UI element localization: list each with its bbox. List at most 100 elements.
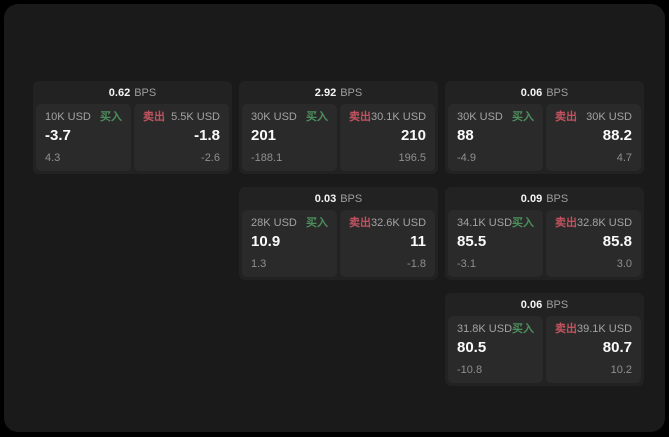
buy-amount: 31.8K USD	[457, 323, 513, 335]
buy-label: 买入	[306, 217, 328, 229]
spread-header: 2.92 BPS	[239, 81, 438, 104]
sell-delta: 10.2	[610, 364, 632, 376]
buy-quote-tile[interactable]: 30K USD 买入 201 -188.1	[242, 104, 337, 171]
buy-amount: 34.1K USD	[457, 217, 513, 229]
buy-label: 买入	[306, 111, 328, 123]
buy-delta: 1.3	[251, 258, 267, 270]
sell-delta: 3.0	[616, 258, 632, 270]
sell-tile-top-row: 卖出 30.1K USD	[349, 111, 426, 124]
spread-header: 0.03 BPS	[239, 187, 438, 210]
spread-unit-label: BPS	[340, 86, 363, 99]
buy-tile-top-row: 34.1K USD 买入	[457, 217, 534, 230]
sell-amount: 5.5K USD	[171, 111, 220, 123]
quote-card-body: 30K USD 买入 88 -4.9 卖出 30K USD 88.2 4.7	[445, 104, 644, 174]
buy-delta: -10.8	[457, 364, 483, 376]
buy-delta: -3.1	[457, 258, 476, 270]
spread-unit-label: BPS	[546, 298, 569, 311]
sell-quote-tile[interactable]: 卖出 32.8K USD 85.8 3.0	[546, 210, 641, 277]
sell-amount: 39.1K USD	[576, 323, 633, 335]
buy-price: 10.9	[251, 233, 281, 250]
spread-value: 2.92	[314, 86, 337, 99]
quote-card-body: 28K USD 买入 10.9 1.3 卖出 32.6K USD 11 -1.8	[239, 210, 438, 280]
buy-price: 80.5	[457, 339, 487, 356]
sell-delta: 4.7	[616, 152, 632, 164]
buy-quote-tile[interactable]: 31.8K USD 买入 80.5 -10.8	[448, 316, 543, 383]
sell-tile-top-row: 卖出 32.8K USD	[555, 217, 632, 230]
sell-tile-top-row: 卖出 30K USD	[555, 111, 632, 124]
sell-delta: -1.8	[407, 258, 426, 270]
sell-price: 88.2	[602, 127, 632, 144]
buy-quote-tile[interactable]: 28K USD 买入 10.9 1.3	[242, 210, 337, 277]
quote-card: 0.03 BPS 28K USD 买入 10.9 1.3 卖出 32.6K US…	[239, 187, 438, 280]
buy-delta: 4.3	[45, 152, 61, 164]
buy-quote-tile[interactable]: 10K USD 买入 -3.7 4.3	[36, 104, 131, 171]
buy-delta: -188.1	[251, 152, 283, 164]
buy-amount: 30K USD	[457, 111, 503, 123]
quote-card-body: 10K USD 买入 -3.7 4.3 卖出 5.5K USD -1.8 -2.…	[33, 104, 232, 174]
sell-label: 卖出	[555, 323, 577, 335]
sell-label: 卖出	[555, 217, 577, 229]
sell-quote-tile[interactable]: 卖出 30.1K USD 210 196.5	[340, 104, 435, 171]
sell-price: 80.7	[602, 339, 632, 356]
buy-tile-top-row: 30K USD 买入	[457, 111, 534, 124]
sell-quote-tile[interactable]: 卖出 30K USD 88.2 4.7	[546, 104, 641, 171]
buy-amount: 10K USD	[45, 111, 91, 123]
quote-card: 0.06 BPS 30K USD 买入 88 -4.9 卖出 30K USD 8…	[445, 81, 644, 174]
spread-value: 0.03	[314, 192, 337, 205]
spread-unit-label: BPS	[340, 192, 363, 205]
buy-tile-top-row: 30K USD 买入	[251, 111, 328, 124]
buy-amount: 30K USD	[251, 111, 297, 123]
sell-label: 卖出	[555, 111, 577, 123]
buy-label: 买入	[512, 217, 535, 229]
buy-tile-top-row: 10K USD 买入	[45, 111, 122, 124]
sell-tile-top-row: 卖出 5.5K USD	[143, 111, 220, 124]
sell-quote-tile[interactable]: 卖出 39.1K USD 80.7 10.2	[546, 316, 641, 383]
buy-tile-top-row: 28K USD 买入	[251, 217, 328, 230]
spread-header: 0.06 BPS	[445, 81, 644, 104]
buy-quote-tile[interactable]: 30K USD 买入 88 -4.9	[448, 104, 543, 171]
buy-price: 85.5	[457, 233, 487, 250]
buy-label: 买入	[100, 111, 122, 123]
buy-price: 201	[251, 127, 277, 144]
sell-price: 11	[410, 233, 426, 250]
buy-delta: -4.9	[457, 152, 476, 164]
sell-quote-tile[interactable]: 卖出 5.5K USD -1.8 -2.6	[134, 104, 229, 171]
quote-card-body: 34.1K USD 买入 85.5 -3.1 卖出 32.8K USD 85.8…	[445, 210, 644, 280]
sell-label: 卖出	[349, 111, 371, 123]
buy-quote-tile[interactable]: 34.1K USD 买入 85.5 -3.1	[448, 210, 543, 277]
buy-tile-top-row: 31.8K USD 买入	[457, 323, 534, 336]
sell-label: 卖出	[349, 217, 371, 229]
spread-value: 0.06	[520, 298, 543, 311]
sell-amount: 32.8K USD	[576, 217, 633, 229]
sell-label: 卖出	[143, 111, 165, 123]
quotes-grid: 0.62 BPS 10K USD 买入 -3.7 4.3 卖出 5.5K USD…	[33, 81, 644, 386]
quote-card: 0.06 BPS 31.8K USD 买入 80.5 -10.8 卖出 39.1…	[445, 293, 644, 386]
spread-header: 0.62 BPS	[33, 81, 232, 104]
sell-price: -1.8	[194, 127, 220, 144]
quote-card: 0.62 BPS 10K USD 买入 -3.7 4.3 卖出 5.5K USD…	[33, 81, 232, 174]
sell-amount: 30.1K USD	[370, 111, 427, 123]
quote-card-body: 31.8K USD 买入 80.5 -10.8 卖出 39.1K USD 80.…	[445, 316, 644, 386]
buy-amount: 28K USD	[251, 217, 297, 229]
quote-card: 0.09 BPS 34.1K USD 买入 85.5 -3.1 卖出 32.8K…	[445, 187, 644, 280]
sell-delta: -2.6	[201, 152, 220, 164]
sell-tile-top-row: 卖出 39.1K USD	[555, 323, 632, 336]
quotes-panel: 0.62 BPS 10K USD 买入 -3.7 4.3 卖出 5.5K USD…	[4, 4, 665, 432]
buy-price: 88	[457, 127, 474, 144]
buy-label: 买入	[512, 111, 534, 123]
spread-header: 0.09 BPS	[445, 187, 644, 210]
sell-tile-top-row: 卖出 32.6K USD	[349, 217, 426, 230]
sell-quote-tile[interactable]: 卖出 32.6K USD 11 -1.8	[340, 210, 435, 277]
sell-price: 85.8	[602, 233, 632, 250]
spread-header: 0.06 BPS	[445, 293, 644, 316]
spread-value: 0.06	[520, 86, 543, 99]
sell-amount: 30K USD	[586, 111, 632, 123]
sell-price: 210	[400, 127, 426, 144]
buy-price: -3.7	[45, 127, 71, 144]
quote-card: 2.92 BPS 30K USD 买入 201 -188.1 卖出 30.1K …	[239, 81, 438, 174]
spread-value: 0.09	[520, 192, 543, 205]
buy-label: 买入	[512, 323, 535, 335]
sell-delta: 196.5	[398, 152, 426, 164]
spread-unit-label: BPS	[134, 86, 157, 99]
